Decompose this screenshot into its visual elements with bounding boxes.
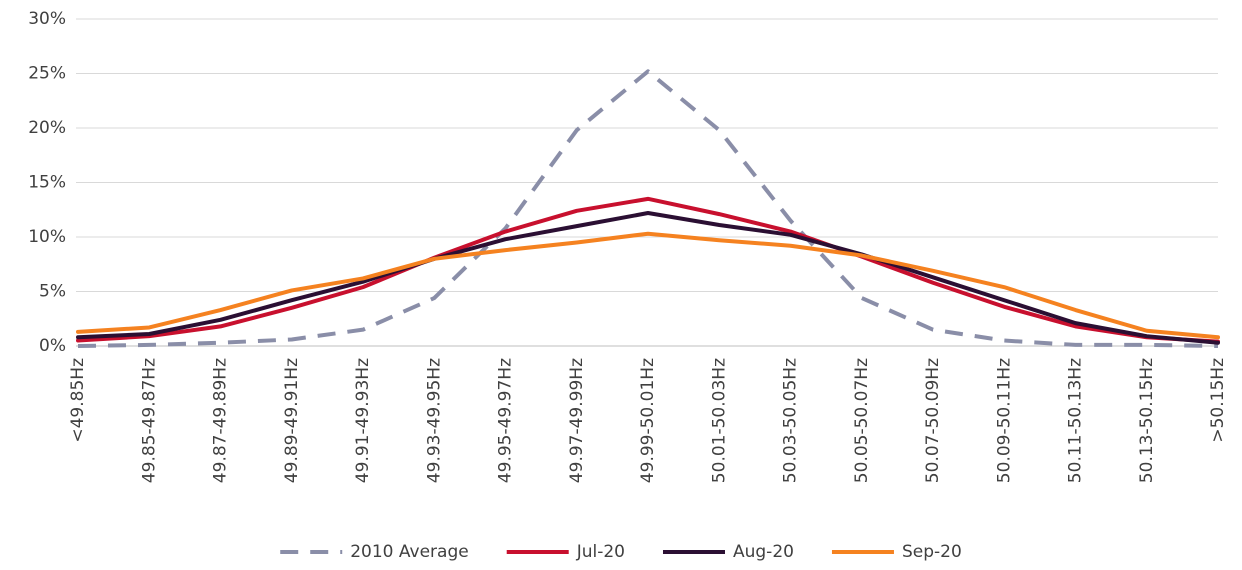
- x-tick-label: 49.97-49.99Hz: [567, 358, 587, 483]
- legend-label: Aug-20: [733, 542, 794, 562]
- x-tick-label: 49.87-49.89Hz: [211, 358, 231, 483]
- x-tick-label: 49.89-49.91Hz: [282, 358, 302, 483]
- x-tick-label: 49.85-49.87Hz: [139, 358, 159, 483]
- y-tick-label: 10%: [28, 227, 66, 247]
- x-tick-label: 49.91-49.93Hz: [353, 358, 373, 483]
- y-tick-label: 20%: [28, 118, 66, 138]
- y-tick-label: 15%: [28, 173, 66, 193]
- legend-label: Sep-20: [902, 542, 962, 562]
- series-line: [76, 211, 1220, 345]
- x-tick-label: 50.01-50.03Hz: [709, 358, 729, 483]
- y-tick-label: 0%: [39, 336, 66, 356]
- x-tick-label: 50.05-50.07Hz: [852, 358, 872, 483]
- legend-label: 2010 Average: [350, 542, 468, 562]
- legend-label: Jul-20: [576, 542, 625, 562]
- x-tick-label: 50.11-50.13Hz: [1066, 358, 1086, 483]
- y-tick-label: 25%: [28, 64, 66, 84]
- x-tick-label: 50.03-50.05Hz: [781, 358, 801, 483]
- series-line: [76, 231, 1220, 340]
- x-tick-label: >50.15Hz: [1208, 358, 1228, 443]
- y-tick-label: 5%: [39, 282, 66, 302]
- x-tick-label: 50.09-50.11Hz: [994, 358, 1014, 483]
- series-line: [76, 196, 1220, 344]
- y-tick-label: 30%: [28, 9, 66, 29]
- x-tick-label: 50.07-50.09Hz: [923, 358, 943, 483]
- series-line: [77, 69, 1219, 348]
- x-tick-label: <49.85Hz: [68, 358, 88, 443]
- x-tick-label: 49.99-50.01Hz: [638, 358, 658, 483]
- x-tick-label: 50.13-50.15Hz: [1137, 358, 1157, 483]
- x-tick-label: 49.95-49.97Hz: [496, 358, 516, 483]
- x-tick-label: 49.93-49.95Hz: [424, 358, 444, 483]
